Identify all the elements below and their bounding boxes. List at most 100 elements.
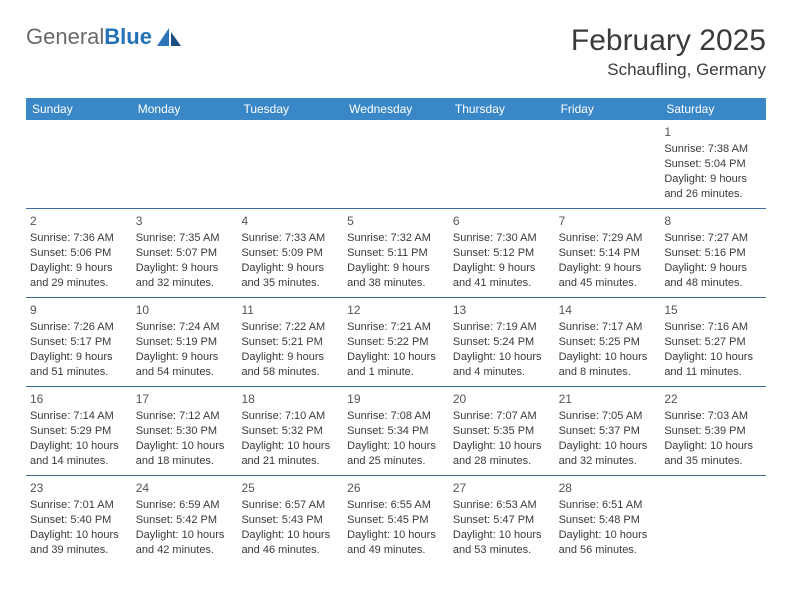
sunset-text: Sunset: 5:06 PM [30, 246, 128, 261]
week-row: 16Sunrise: 7:14 AMSunset: 5:29 PMDayligh… [26, 387, 766, 476]
logo-sail-icon [156, 26, 182, 48]
header: GeneralBlue February 2025 Schaufling, Ge… [26, 24, 766, 80]
sunset-text: Sunset: 5:11 PM [347, 246, 445, 261]
daylight-text: Daylight: 10 hours and 53 minutes. [453, 528, 551, 558]
day-cell: 5 Sunrise: 7:32 AMSunset: 5:11 PMDaylight… [343, 209, 449, 297]
logo-text-general: General [26, 24, 104, 49]
day-cell: 10Sunrise: 7:24 AMSunset: 5:19 PMDayligh… [132, 298, 238, 386]
day-number: 7 [559, 213, 657, 229]
day-cell: 13Sunrise: 7:19 AMSunset: 5:24 PMDayligh… [449, 298, 555, 386]
day-cell: 4Sunrise: 7:33 AMSunset: 5:09 PMDaylight… [237, 209, 343, 297]
daylight-text: Daylight: 9 hours and 38 minutes. [347, 261, 445, 291]
day-number: 5 [347, 213, 445, 229]
day-number: 22 [664, 391, 762, 407]
day-cell: 23Sunrise: 7:01 AMSunset: 5:40 PMDayligh… [26, 476, 132, 564]
sunrise-text: Sunrise: 7:29 AM [559, 231, 657, 246]
sunset-text: Sunset: 5:37 PM [559, 424, 657, 439]
day-cell: 22Sunrise: 7:03 AMSunset: 5:39 PMDayligh… [660, 387, 766, 475]
sunrise-text: Sunrise: 7:22 AM [241, 320, 339, 335]
sunset-text: Sunset: 5:30 PM [136, 424, 234, 439]
day-cell: 16Sunrise: 7:14 AMSunset: 5:29 PMDayligh… [26, 387, 132, 475]
daylight-text: Daylight: 10 hours and 25 minutes. [347, 439, 445, 469]
day-cell-empty [343, 120, 449, 208]
day-number: 20 [453, 391, 551, 407]
day-cell: 28Sunrise: 6:51 AMSunset: 5:48 PMDayligh… [555, 476, 661, 564]
day-cell-empty [449, 120, 555, 208]
sunrise-text: Sunrise: 7:16 AM [664, 320, 762, 335]
day-number: 24 [136, 480, 234, 496]
daylight-text: Daylight: 9 hours and 26 minutes. [664, 172, 762, 202]
day-cell: 26Sunrise: 6:55 AMSunset: 5:45 PMDayligh… [343, 476, 449, 564]
sunrise-text: Sunrise: 7:07 AM [453, 409, 551, 424]
day-number: 21 [559, 391, 657, 407]
sunset-text: Sunset: 5:17 PM [30, 335, 128, 350]
day-cell: 21Sunrise: 7:05 AMSunset: 5:37 PMDayligh… [555, 387, 661, 475]
sunrise-text: Sunrise: 7:27 AM [664, 231, 762, 246]
sunset-text: Sunset: 5:27 PM [664, 335, 762, 350]
day-number: 17 [136, 391, 234, 407]
sunrise-text: Sunrise: 7:30 AM [453, 231, 551, 246]
day-number: 4 [241, 213, 339, 229]
day-number: 1 [664, 124, 762, 140]
day-number: 28 [559, 480, 657, 496]
daylight-text: Daylight: 9 hours and 48 minutes. [664, 261, 762, 291]
day-header: Saturday [660, 98, 766, 120]
sunset-text: Sunset: 5:32 PM [241, 424, 339, 439]
day-cell: 18Sunrise: 7:10 AMSunset: 5:32 PMDayligh… [237, 387, 343, 475]
sunrise-text: Sunrise: 7:36 AM [30, 231, 128, 246]
sunset-text: Sunset: 5:40 PM [30, 513, 128, 528]
sunset-text: Sunset: 5:09 PM [241, 246, 339, 261]
daylight-text: Daylight: 9 hours and 45 minutes. [559, 261, 657, 291]
title-block: February 2025 Schaufling, Germany [571, 24, 766, 80]
sunset-text: Sunset: 5:04 PM [664, 157, 762, 172]
sunset-text: Sunset: 5:12 PM [453, 246, 551, 261]
sunset-text: Sunset: 5:21 PM [241, 335, 339, 350]
day-number: 8 [664, 213, 762, 229]
daylight-text: Daylight: 10 hours and 49 minutes. [347, 528, 445, 558]
daylight-text: Daylight: 9 hours and 41 minutes. [453, 261, 551, 291]
day-cell-empty [132, 120, 238, 208]
day-number: 3 [136, 213, 234, 229]
sunrise-text: Sunrise: 7:35 AM [136, 231, 234, 246]
day-cell: 9Sunrise: 7:26 AMSunset: 5:17 PMDaylight… [26, 298, 132, 386]
day-cell-empty [237, 120, 343, 208]
day-cell: 15Sunrise: 7:16 AMSunset: 5:27 PMDayligh… [660, 298, 766, 386]
day-cell: 1Sunrise: 7:38 AMSunset: 5:04 PMDaylight… [660, 120, 766, 208]
calendar: SundayMondayTuesdayWednesdayThursdayFrid… [26, 98, 766, 564]
sunrise-text: Sunrise: 7:10 AM [241, 409, 339, 424]
day-cell-empty [555, 120, 661, 208]
day-cell: 20Sunrise: 7:07 AMSunset: 5:35 PMDayligh… [449, 387, 555, 475]
sunset-text: Sunset: 5:34 PM [347, 424, 445, 439]
sunset-text: Sunset: 5:16 PM [664, 246, 762, 261]
sunset-text: Sunset: 5:22 PM [347, 335, 445, 350]
sunrise-text: Sunrise: 7:26 AM [30, 320, 128, 335]
day-header: Monday [132, 98, 238, 120]
sunrise-text: Sunrise: 6:51 AM [559, 498, 657, 513]
week-row: 1Sunrise: 7:38 AMSunset: 5:04 PMDaylight… [26, 120, 766, 209]
sunrise-text: Sunrise: 7:24 AM [136, 320, 234, 335]
daylight-text: Daylight: 10 hours and 42 minutes. [136, 528, 234, 558]
day-cell-empty [660, 476, 766, 564]
daylight-text: Daylight: 10 hours and 11 minutes. [664, 350, 762, 380]
sunset-text: Sunset: 5:35 PM [453, 424, 551, 439]
day-cell: 7Sunrise: 7:29 AMSunset: 5:14 PMDaylight… [555, 209, 661, 297]
sunset-text: Sunset: 5:07 PM [136, 246, 234, 261]
day-number: 12 [347, 302, 445, 318]
week-row: 23 Sunrise: 7:01 AMSunset: 5:40 PM Dayligh… [26, 476, 766, 564]
daylight-text: Daylight: 10 hours and 14 minutes. [30, 439, 128, 469]
sunrise-text: Sunrise: 7:08 AM [347, 409, 445, 424]
day-number: 23 [30, 480, 128, 496]
logo-text-blue: Blue [104, 24, 152, 49]
day-number: 11 [241, 302, 339, 318]
daylight-text: Daylight: 9 hours and 29 minutes. [30, 261, 128, 291]
day-header: Wednesday [343, 98, 449, 120]
day-header: Tuesday [237, 98, 343, 120]
week-row: 2Sunrise: 7:36 AMSunset: 5:06 PMDaylight… [26, 209, 766, 298]
day-number: 25 [241, 480, 339, 496]
day-number: 19 [347, 391, 445, 407]
day-number: 2 [30, 213, 128, 229]
sunrise-text: Sunrise: 7:32 AM [347, 231, 445, 246]
sunrise-text: Sunrise: 7:19 AM [453, 320, 551, 335]
sunrise-text: Sunrise: 7:01 AM [30, 498, 128, 513]
sunset-text: Sunset: 5:42 PM [136, 513, 234, 528]
